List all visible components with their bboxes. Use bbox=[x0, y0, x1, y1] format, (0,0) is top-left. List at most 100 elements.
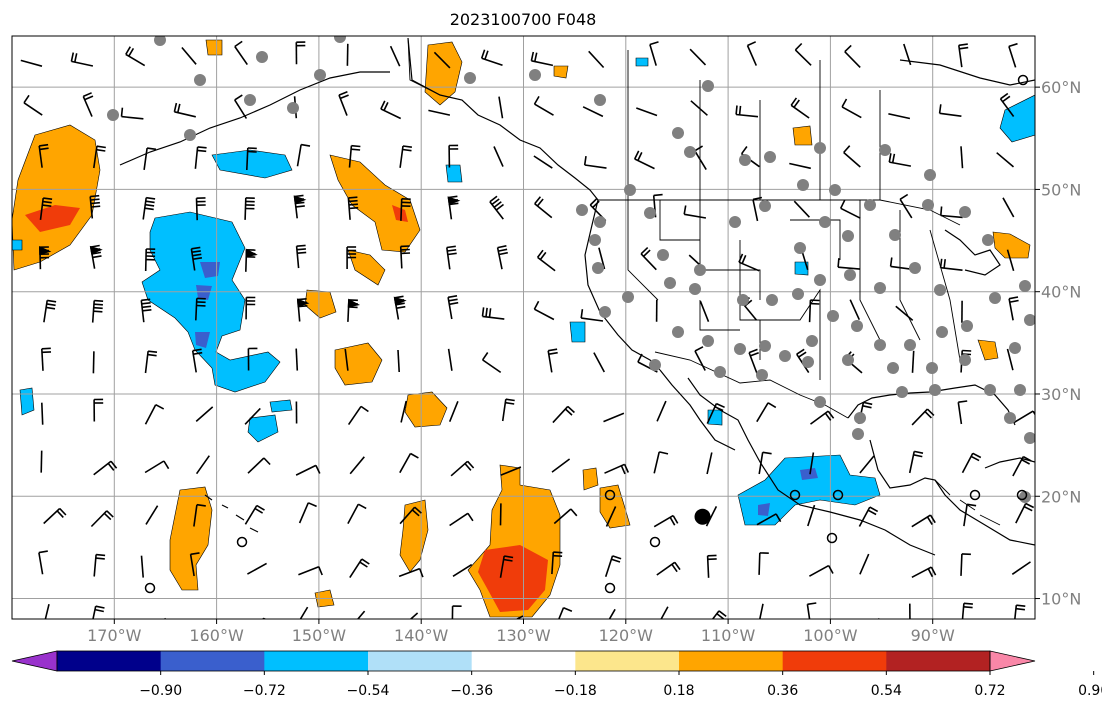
station-dot bbox=[529, 69, 541, 81]
wind-barb bbox=[752, 196, 763, 222]
station-dot bbox=[797, 179, 809, 191]
lon-tick-label: 110°W bbox=[701, 626, 756, 645]
wind-barb bbox=[39, 197, 53, 220]
wind-barb bbox=[604, 555, 622, 578]
wind-barb bbox=[296, 143, 311, 167]
wind-barb bbox=[911, 514, 936, 528]
shade-negative-region bbox=[12, 239, 23, 251]
wind-barb bbox=[448, 401, 459, 422]
wind-barb bbox=[428, 109, 451, 116]
wind-barb bbox=[683, 205, 707, 219]
wind-barb bbox=[1002, 197, 1015, 218]
station-dot bbox=[622, 291, 634, 303]
wind-barb bbox=[551, 458, 571, 473]
station-dot bbox=[624, 184, 636, 196]
coast-greatlakes bbox=[944, 229, 1001, 276]
station-dot bbox=[829, 184, 841, 196]
shade-strong-region bbox=[478, 545, 548, 612]
station-dot bbox=[1004, 412, 1016, 424]
wind-barb bbox=[298, 565, 323, 576]
wind-barb bbox=[91, 299, 104, 323]
wind-barb bbox=[649, 41, 659, 66]
coast-caribbean bbox=[984, 457, 1035, 469]
wind-barb bbox=[583, 155, 607, 169]
wind-barb bbox=[604, 463, 630, 475]
wind-barb bbox=[246, 147, 257, 171]
wind-barb bbox=[400, 400, 407, 423]
colorbar-tick-label: 0.72 bbox=[974, 683, 1005, 699]
lat-tick-label: 10°N bbox=[1041, 590, 1081, 609]
wind-barb bbox=[189, 552, 200, 577]
station-dot bbox=[827, 310, 839, 322]
shade-negative-region bbox=[737, 454, 881, 526]
station-dot bbox=[984, 384, 996, 396]
wind-barb bbox=[911, 408, 935, 426]
wind-barb bbox=[940, 206, 963, 219]
wind-barb bbox=[92, 351, 95, 374]
wind-barb bbox=[140, 298, 152, 323]
wind-barb bbox=[347, 298, 361, 322]
shade-positive-region bbox=[169, 486, 213, 591]
station-ring bbox=[789, 489, 801, 501]
wind-barb bbox=[808, 299, 820, 323]
wind-barb bbox=[20, 59, 43, 67]
wind-barb bbox=[908, 450, 924, 474]
shade-positive-region bbox=[347, 249, 386, 286]
wind-barb bbox=[911, 350, 915, 373]
colorbar-segment bbox=[160, 651, 265, 671]
wind-barb bbox=[961, 452, 982, 474]
lon-tick-label: 90°W bbox=[911, 626, 955, 645]
station-dot bbox=[842, 230, 854, 242]
station-dot bbox=[806, 335, 818, 347]
shade-positive-region bbox=[582, 467, 599, 491]
station-ring bbox=[969, 489, 981, 501]
station-dot bbox=[702, 80, 714, 92]
wind-barb bbox=[794, 42, 812, 66]
colorbar-tick-label: 0.18 bbox=[663, 683, 694, 699]
station-ring bbox=[832, 489, 844, 501]
wind-barb bbox=[295, 348, 299, 371]
station-dot bbox=[1014, 384, 1026, 396]
station-dot bbox=[154, 36, 166, 46]
wind-barbs bbox=[20, 40, 1035, 619]
colorbar-segment bbox=[782, 651, 887, 671]
lon-tick-label: 130°W bbox=[496, 626, 551, 645]
lat-tick-label: 40°N bbox=[1041, 283, 1081, 302]
shade-positive-region bbox=[992, 231, 1031, 259]
station-dot bbox=[334, 36, 346, 43]
wind-barb bbox=[603, 412, 625, 423]
station-ring bbox=[144, 582, 156, 594]
wind-barb bbox=[451, 605, 462, 619]
station-dot bbox=[194, 74, 206, 86]
colorbar-tick-label: −0.54 bbox=[347, 683, 390, 699]
wind-barb bbox=[849, 299, 861, 321]
figure-title: 2023100700 F048 bbox=[450, 10, 597, 29]
station-dot bbox=[842, 354, 854, 366]
wind-barb bbox=[234, 94, 248, 119]
wind-barb bbox=[1008, 296, 1019, 321]
wind-barb bbox=[348, 144, 361, 168]
wind-barb bbox=[92, 605, 105, 619]
station-dot bbox=[854, 412, 866, 424]
wind-barb bbox=[552, 405, 575, 424]
wind-barb bbox=[489, 195, 504, 220]
colorbar-tick-label: 0.36 bbox=[767, 683, 798, 699]
wind-barb bbox=[144, 460, 170, 474]
station-dot bbox=[934, 284, 946, 296]
wind-barb bbox=[789, 162, 811, 170]
wind-barb bbox=[140, 555, 144, 578]
wind-barb bbox=[41, 402, 44, 425]
station-dot bbox=[874, 282, 886, 294]
wind-barb bbox=[261, 617, 266, 619]
wind-barb bbox=[447, 348, 453, 371]
station-dot bbox=[896, 386, 908, 398]
wind-barb bbox=[533, 300, 555, 321]
wind-barb bbox=[689, 48, 707, 66]
station-dot bbox=[779, 350, 791, 362]
wind-barb bbox=[344, 348, 349, 371]
wind-barb bbox=[244, 407, 261, 425]
station-dot bbox=[737, 294, 749, 306]
wind-barb bbox=[876, 618, 880, 619]
shade-negative-region bbox=[269, 399, 293, 413]
